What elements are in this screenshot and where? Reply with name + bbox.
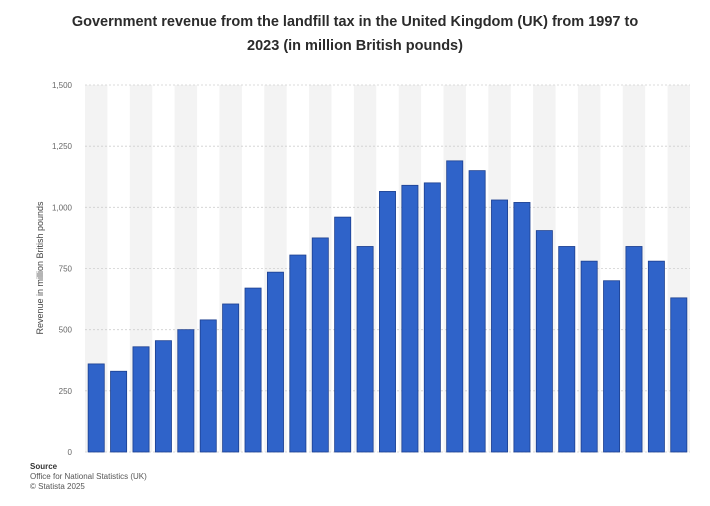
y-tick-label: 0 (68, 448, 73, 457)
column-band (85, 85, 108, 452)
bar (132, 346, 150, 453)
bar (401, 184, 419, 453)
bar (670, 297, 688, 453)
bar (379, 191, 396, 453)
bar (110, 370, 128, 453)
bar (289, 254, 307, 453)
bar (154, 340, 172, 453)
y-tick-label: 1,250 (52, 142, 73, 151)
bar (446, 160, 464, 453)
source-line-2: © Statista 2025 (30, 482, 85, 491)
bar (334, 216, 352, 453)
source-heading: Source (30, 462, 58, 471)
y-tick-label: 750 (59, 265, 73, 274)
chart-title-line-2: 2023 (in million British pounds) (247, 38, 463, 54)
bar (311, 237, 329, 453)
bar (423, 182, 441, 453)
y-tick-label: 500 (59, 326, 73, 335)
bar (199, 319, 217, 453)
y-tick-label: 1,500 (52, 81, 73, 90)
bar (222, 303, 240, 453)
bar (647, 260, 665, 453)
bar (266, 271, 284, 453)
bars (87, 160, 688, 453)
bar (513, 202, 531, 453)
bar (244, 287, 262, 453)
bar (603, 280, 621, 453)
bar (580, 260, 598, 453)
y-tick-label: 1,000 (52, 203, 73, 212)
y-axis-ticks: 0 250 500 750 1,000 1,250 1,500 (52, 81, 73, 457)
bar (625, 246, 643, 453)
bar (491, 199, 509, 453)
source-line-1: Office for National Statistics (UK) (30, 472, 147, 481)
bar (356, 246, 374, 453)
bar (177, 329, 195, 453)
bar (87, 363, 105, 453)
y-tick-label: 250 (59, 387, 73, 396)
chart-title: Government revenue from the landfill tax… (20, 10, 690, 58)
chart-title-line-1: Government revenue from the landfill tax… (71, 14, 639, 30)
bar (535, 230, 553, 453)
source-block: Source Office for National Statistics (U… (30, 462, 147, 492)
bar (468, 170, 486, 453)
bar (558, 246, 576, 453)
y-axis-label: Revenue in million British pounds (35, 201, 45, 335)
